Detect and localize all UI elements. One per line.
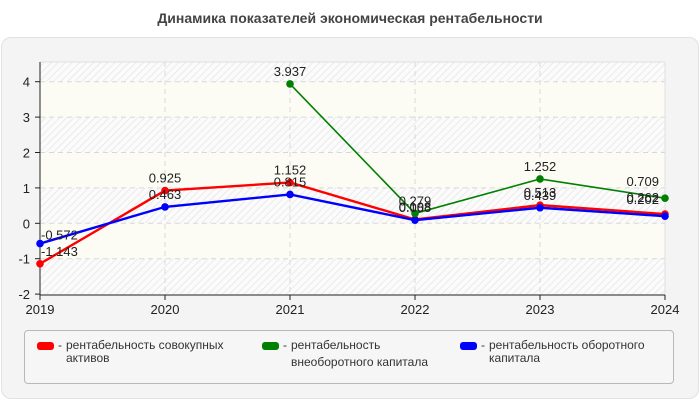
- legend-label: рентабельность внеоборотного капитала: [291, 338, 428, 369]
- legend-dash: -: [481, 338, 485, 352]
- legend-item-total-assets[interactable]: - рентабельность совокупных активов: [37, 339, 224, 365]
- data-label: 0.108: [399, 199, 432, 214]
- y-tick-label: -2: [18, 287, 30, 302]
- x-tick-label: 2023: [526, 302, 555, 317]
- series-line: [39, 193, 666, 245]
- y-tick-label: -1: [18, 252, 30, 267]
- plot-band: [40, 152, 665, 188]
- series-line: [289, 83, 666, 215]
- legend-swatch-green: [262, 342, 279, 350]
- x-tick-label: 2019: [26, 302, 55, 317]
- data-point[interactable]: [536, 175, 544, 183]
- legend-swatch-red: [37, 342, 54, 350]
- data-point[interactable]: [161, 186, 169, 195]
- data-point[interactable]: [286, 178, 294, 187]
- data-point[interactable]: [286, 80, 294, 88]
- data-label: 0.439: [524, 188, 557, 203]
- data-label: 0.279: [399, 193, 432, 208]
- data-point[interactable]: [661, 212, 669, 220]
- chart-title: Динамика показателей экономическая рента…: [157, 10, 543, 26]
- data-point[interactable]: [411, 216, 419, 224]
- legend-dash: -: [58, 338, 62, 352]
- legend-item-noncurrent-capital[interactable]: - рентабельность внеоборотного капитала: [262, 338, 428, 371]
- data-point[interactable]: [36, 259, 44, 268]
- legend-label: рентабельность совокупных активов: [66, 338, 224, 365]
- legend-label: рентабельность оборотного капитала: [489, 338, 645, 365]
- y-tick-label: 2: [23, 146, 30, 161]
- data-point[interactable]: [161, 203, 169, 211]
- data-point[interactable]: [536, 203, 544, 212]
- data-label: 0.463: [149, 187, 182, 202]
- data-point[interactable]: [36, 239, 44, 248]
- y-tick-label: 4: [23, 75, 30, 90]
- data-point[interactable]: [661, 194, 669, 203]
- data-label: 0.088: [399, 200, 432, 215]
- legend-swatch-blue: [460, 342, 477, 350]
- data-label: 0.925: [149, 171, 182, 186]
- data-label: 1.252: [524, 159, 557, 174]
- data-label: -1.143: [41, 244, 78, 259]
- data-label: 0.709: [626, 174, 659, 189]
- plot-band: [40, 81, 665, 118]
- data-label: 0.513: [524, 185, 557, 200]
- y-tick-label: 0: [23, 216, 30, 231]
- data-label: -0.572: [41, 228, 78, 243]
- x-tick-label: 2022: [401, 302, 430, 317]
- data-label: 0.262: [626, 190, 659, 205]
- data-point[interactable]: [286, 190, 294, 199]
- legend-item-working-capital[interactable]: - рентабельность оборотного капитала: [460, 339, 645, 365]
- data-label: 3.937: [274, 64, 307, 79]
- data-point[interactable]: [411, 209, 419, 218]
- data-label: 0.202: [626, 192, 659, 207]
- x-tick-label: 2021: [276, 302, 305, 317]
- plot-area: -2 -1 0 1 2 3 4 2019 2020 2021 2022 2023 2024 -1.143 0…: [18, 61, 680, 317]
- x-tick-label: 2020: [151, 302, 180, 317]
- series-line: [39, 181, 666, 265]
- y-tick-label: 3: [23, 110, 30, 125]
- plot-band: [40, 258, 665, 295]
- y-tick-label: 1: [23, 181, 30, 196]
- plot-band: [40, 223, 665, 259]
- data-label: 1.152: [274, 163, 307, 178]
- data-label: 0.815: [274, 174, 307, 189]
- plot-band: [40, 117, 665, 153]
- legend: - рентабельность совокупных активов - рен…: [24, 330, 674, 384]
- plot-band: [40, 62, 665, 82]
- x-tick-label: 2024: [651, 302, 680, 317]
- legend-dash: -: [283, 338, 287, 352]
- plot-band: [40, 187, 665, 224]
